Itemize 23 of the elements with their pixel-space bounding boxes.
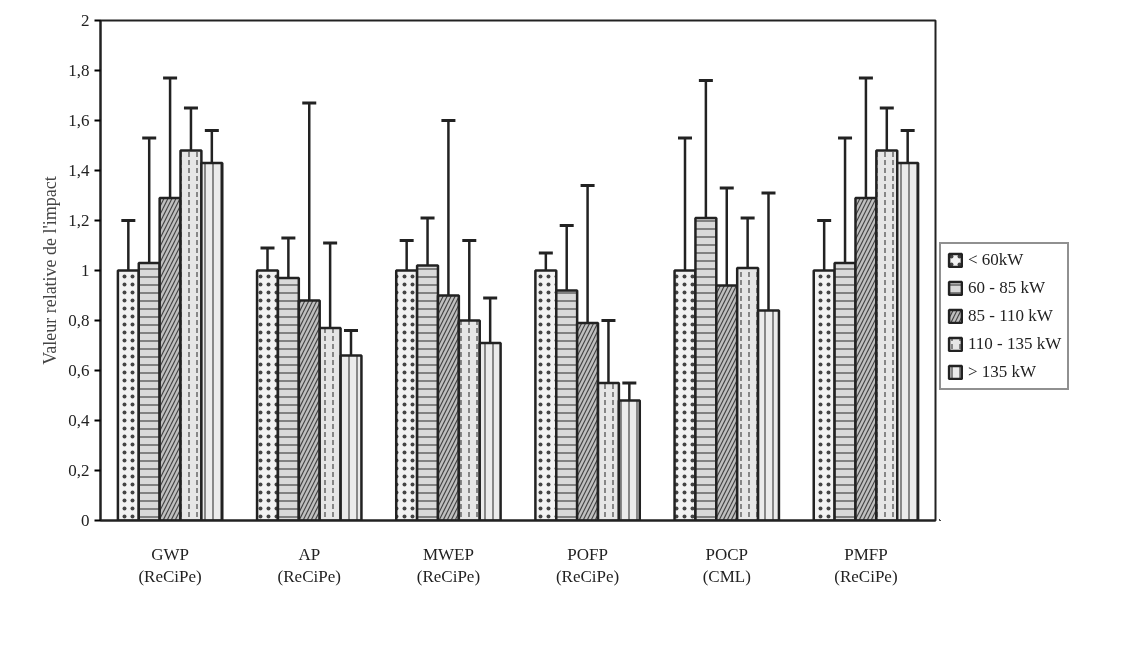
y-tick-label: 0,4 bbox=[68, 411, 90, 430]
y-tick-label: 0,2 bbox=[68, 461, 90, 480]
y-tick-label: 1 bbox=[81, 261, 90, 280]
y-tick-label: 1,6 bbox=[68, 111, 90, 130]
y-tick-label: 0 bbox=[81, 511, 90, 530]
y-tick-label: 0,6 bbox=[68, 361, 90, 380]
x-tick-label: AP (ReCiPe) bbox=[277, 544, 341, 587]
y-tick-label: 2 bbox=[81, 11, 90, 30]
x-tick-label: MWEP (ReCiPe) bbox=[416, 544, 481, 587]
x-tick-label: GWP (ReCiPe) bbox=[138, 544, 202, 587]
y-tick-label: 1,8 bbox=[68, 61, 90, 80]
legend-label: > 135 kW bbox=[968, 362, 1037, 382]
y-tick-label: 1,2 bbox=[68, 211, 90, 230]
legend-label: 60 - 85 kW bbox=[968, 278, 1045, 298]
legend-label: < 60kW bbox=[968, 250, 1024, 270]
legend-label: 85 - 110 kW bbox=[968, 306, 1053, 326]
y-axis-title: Valeur relative de l'impact bbox=[40, 176, 61, 365]
legend-label: 110 - 135 kW bbox=[968, 334, 1062, 354]
y-tick-label: 0,8 bbox=[68, 311, 90, 330]
x-tick-label: POCP (CML) bbox=[702, 544, 751, 587]
y-tick-label: 1,4 bbox=[68, 161, 90, 180]
x-tick-label: POFP (ReCiPe) bbox=[555, 544, 620, 587]
x-tick-label: PMFP (ReCiPe) bbox=[834, 544, 898, 587]
